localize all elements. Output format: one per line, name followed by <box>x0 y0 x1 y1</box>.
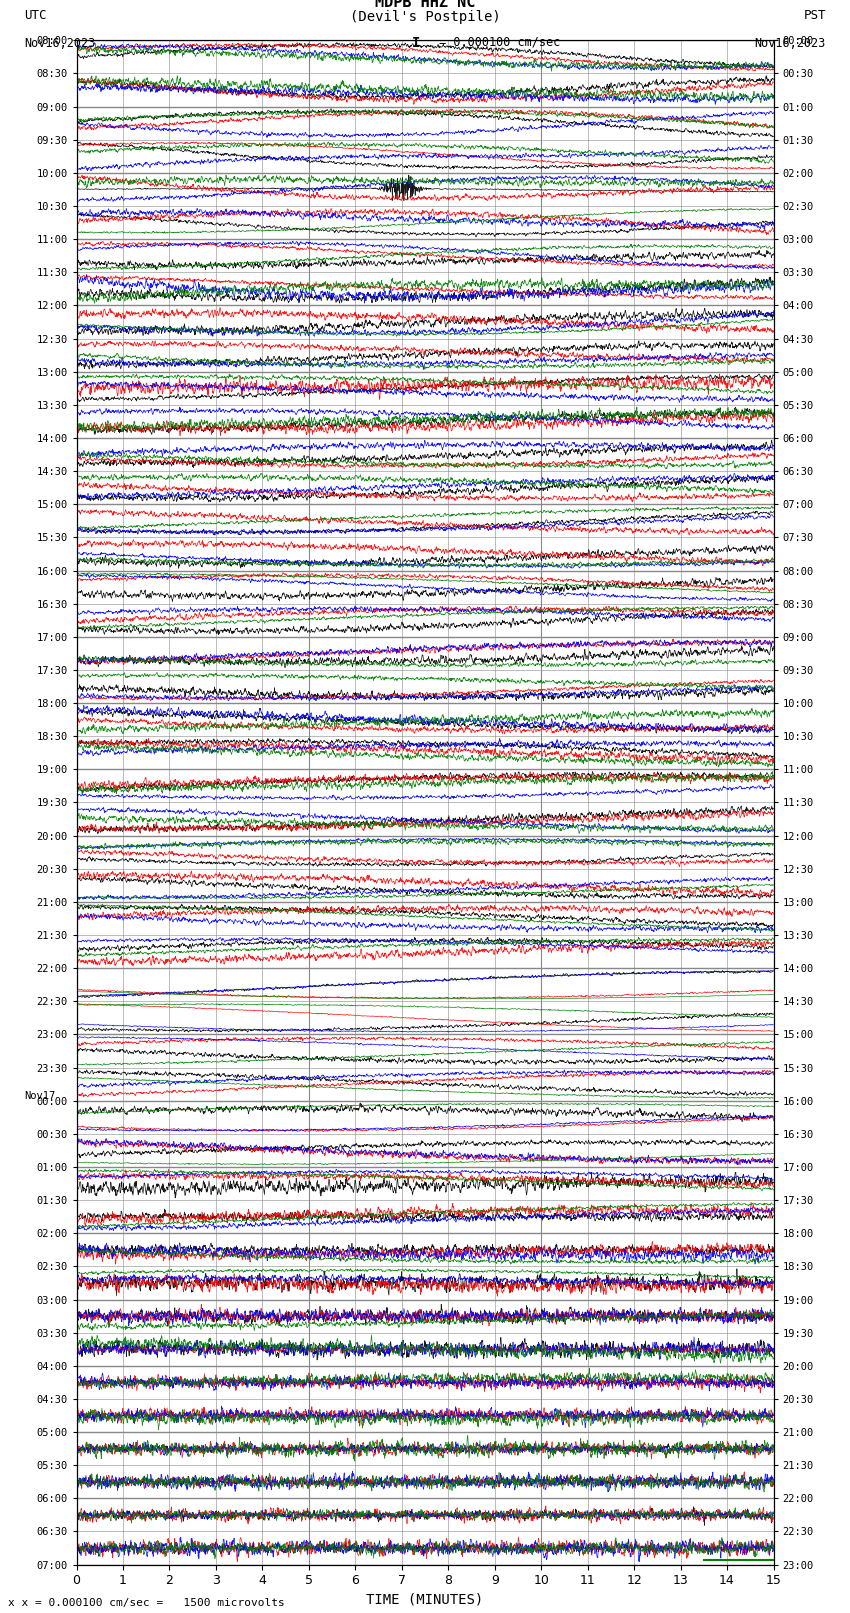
Text: I: I <box>411 35 420 50</box>
Text: Nov17: Nov17 <box>24 1090 55 1100</box>
Text: Nov16,2023: Nov16,2023 <box>755 37 825 50</box>
Text: = 0.000100 cm/sec: = 0.000100 cm/sec <box>432 35 560 48</box>
X-axis label: TIME (MINUTES): TIME (MINUTES) <box>366 1594 484 1607</box>
Text: Nov16,2023: Nov16,2023 <box>24 37 95 50</box>
Text: PST: PST <box>803 10 825 23</box>
Text: MDPB HHZ NC: MDPB HHZ NC <box>375 0 475 10</box>
Text: x x = 0.000100 cm/sec =   1500 microvolts: x x = 0.000100 cm/sec = 1500 microvolts <box>8 1598 286 1608</box>
Text: UTC: UTC <box>24 10 47 23</box>
Text: (Devil's Postpile): (Devil's Postpile) <box>349 10 501 24</box>
